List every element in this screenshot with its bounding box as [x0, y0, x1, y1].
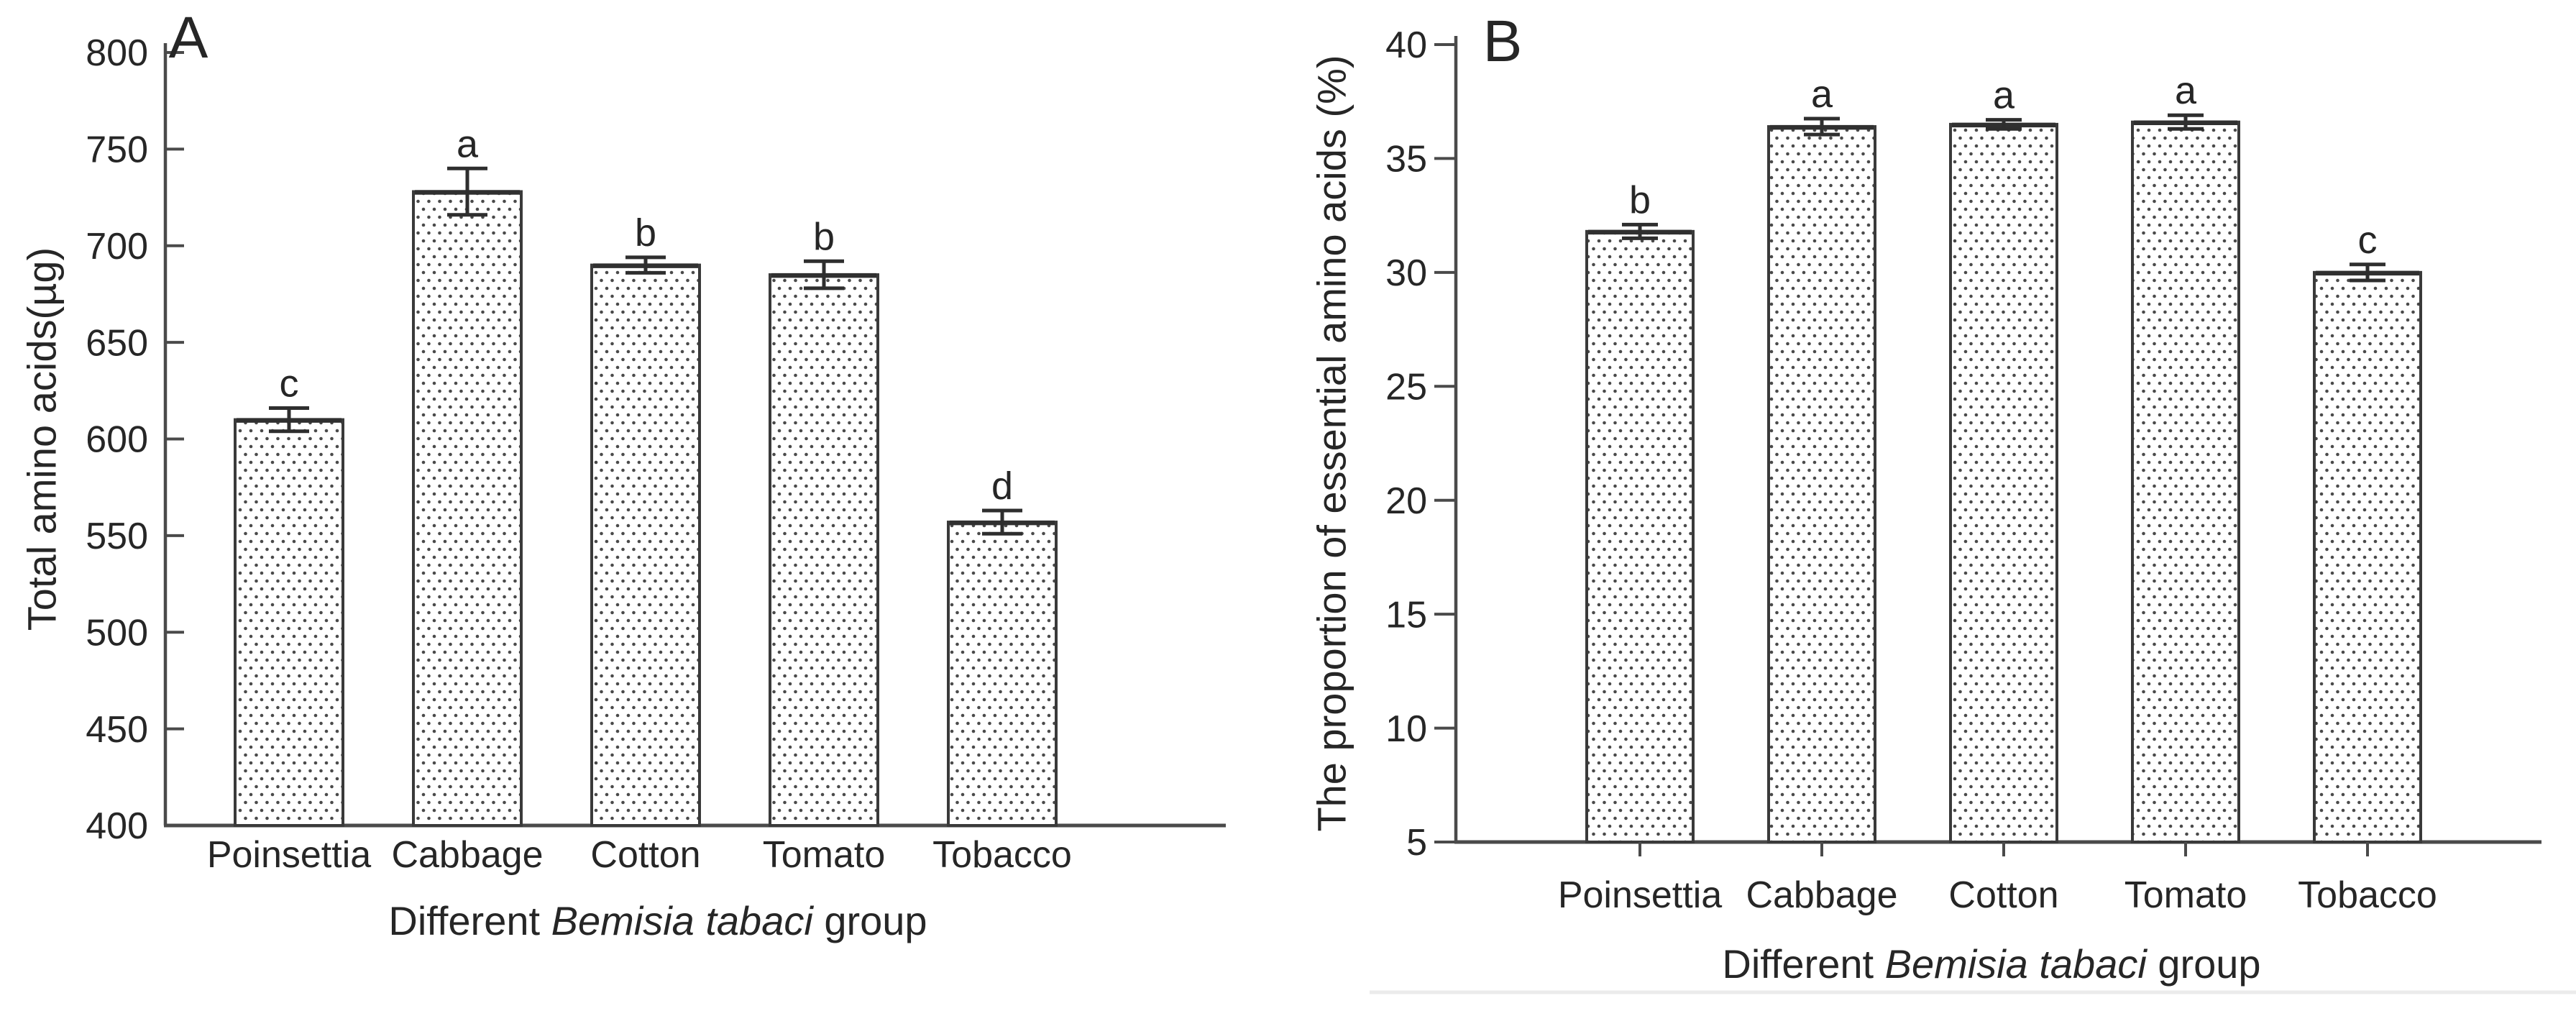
bar-tobacco [2313, 270, 2422, 844]
x-category-label: Tomato [2124, 874, 2247, 916]
bar-cotton [1949, 122, 2058, 843]
significance-letter: a [2175, 69, 2197, 112]
error-bar [2168, 113, 2204, 131]
error-bar [1622, 222, 1658, 240]
significance-letter: b [813, 215, 835, 258]
y-tick-label: 750 [86, 129, 148, 171]
x-category-label: Poinsettia [1558, 874, 1722, 916]
bar-poinsettia [234, 418, 344, 827]
panel-letter: B [1483, 9, 1523, 74]
x-category-label: Cotton [590, 834, 700, 876]
error-bar [2350, 262, 2385, 283]
y-tick-label: 550 [86, 516, 148, 557]
x-category-label: Tomato [763, 834, 886, 876]
y-tick-label: 700 [86, 226, 148, 267]
significance-letter: c [280, 362, 299, 406]
bar-cotton [590, 263, 701, 827]
bar-tomato [2131, 120, 2240, 843]
x-category-label: Tobacco [932, 834, 1072, 876]
bar-cabbage [1767, 125, 1876, 844]
x-axis-title: Different Bemisia tabaci group [388, 898, 927, 943]
y-tick-label: 15 [1385, 594, 1427, 636]
y-tick-label: 30 [1385, 252, 1427, 294]
significance-letter: b [635, 211, 656, 255]
y-tick-label: 800 [86, 32, 148, 74]
x-category-label: Poinsettia [207, 834, 371, 876]
error-bar [447, 166, 487, 217]
bar-cabbage [412, 190, 523, 827]
y-tick-label: 40 [1385, 24, 1427, 66]
bar-tomato [769, 273, 879, 827]
y-tick-label: 25 [1385, 366, 1427, 408]
panel-b: 5 10 15 20 25 30 35 40 b Poinsettia a Cabbage a Cotto… [1309, 9, 2541, 987]
y-tick-label: 5 [1406, 822, 1427, 864]
y-tick-label: 450 [86, 709, 148, 751]
bar-tobacco [947, 521, 1058, 827]
y-tick-label: 650 [86, 322, 148, 364]
significance-letter: a [1993, 74, 2015, 117]
y-tick-label: 10 [1385, 708, 1427, 750]
y-tick-label: 35 [1385, 139, 1427, 180]
error-bar [804, 259, 844, 291]
panel-letter: A [169, 5, 208, 70]
x-axis-title: Different Bemisia tabaci group [1722, 941, 2260, 987]
error-bar [1804, 116, 1840, 137]
panel-a: 400 450 500 550 600 650 700 750 800 c Poinsettia a C… [19, 5, 1226, 943]
y-tick-label: 400 [86, 805, 148, 847]
y-tick-label: 20 [1385, 480, 1427, 522]
x-category-label: Cotton [1948, 874, 2058, 916]
error-bar [625, 255, 666, 275]
error-bar [269, 406, 309, 434]
y-axis-title: Total amino acids(µg) [19, 247, 65, 631]
x-category-label: Cabbage [391, 834, 543, 876]
y-tick-label: 500 [86, 612, 148, 654]
bar-poinsettia [1585, 229, 1695, 843]
y-tick-label: 600 [86, 419, 148, 461]
significance-letter: d [991, 465, 1013, 508]
y-axis-title: The proportion of essential amino acids … [1309, 55, 1355, 831]
error-bar [982, 508, 1022, 536]
x-category-label: Tobacco [2298, 874, 2437, 916]
significance-letter: a [1811, 73, 1833, 116]
error-bar [1986, 118, 2022, 131]
significance-letter: c [2358, 219, 2378, 262]
x-category-label: Cabbage [1746, 874, 1897, 916]
significance-letter: a [457, 122, 479, 165]
significance-letter: b [1629, 178, 1651, 221]
